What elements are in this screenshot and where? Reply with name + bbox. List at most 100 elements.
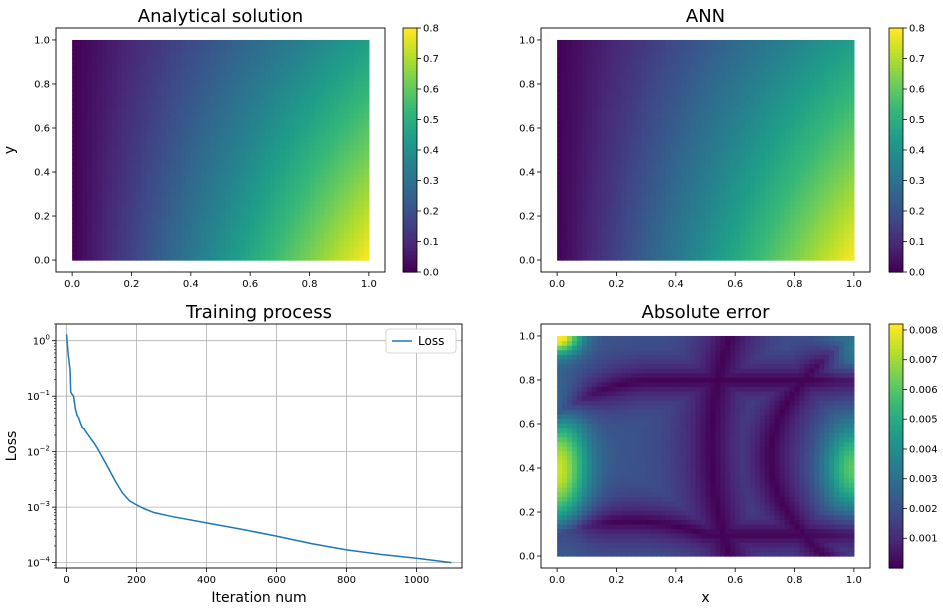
heatmap-cell bbox=[200, 209, 207, 215]
heatmap-cell bbox=[329, 39, 335, 46]
heatmap-cell bbox=[641, 72, 647, 78]
heatmap-cell bbox=[730, 72, 736, 78]
heatmap-cell bbox=[215, 186, 222, 192]
heatmap-cell bbox=[641, 39, 647, 46]
heatmap-cell bbox=[274, 81, 281, 87]
heatmap-cell bbox=[651, 39, 657, 46]
heatmap-cell bbox=[260, 90, 266, 96]
heatmap-cell bbox=[730, 122, 736, 128]
heatmap-cell bbox=[156, 113, 162, 119]
heatmap-cell bbox=[289, 127, 296, 133]
heatmap-cell bbox=[319, 67, 325, 73]
heatmap-cell bbox=[656, 232, 662, 238]
colorbar-segment bbox=[403, 247, 417, 252]
heatmap-cell bbox=[156, 140, 162, 147]
heatmap-cell bbox=[646, 81, 652, 87]
heatmap-cell bbox=[725, 237, 731, 243]
heatmap-cell bbox=[715, 209, 721, 215]
heatmap-cell bbox=[329, 241, 335, 247]
heatmap-cell bbox=[294, 200, 301, 206]
heatmap-cell bbox=[567, 255, 573, 261]
heatmap-cell bbox=[611, 241, 618, 247]
heatmap-cell bbox=[319, 49, 325, 55]
heatmap-cell bbox=[180, 145, 187, 151]
heatmap-cell bbox=[339, 241, 345, 247]
heatmap-cell bbox=[161, 241, 167, 247]
heatmap-cell bbox=[626, 177, 632, 183]
heatmap-cell bbox=[210, 122, 217, 128]
heatmap-cell bbox=[334, 67, 340, 73]
heatmap-cell bbox=[710, 136, 716, 142]
heatmap-cell bbox=[705, 136, 712, 142]
heatmap-cell bbox=[641, 58, 647, 64]
heatmap-cell bbox=[334, 90, 340, 96]
heatmap-cell bbox=[636, 182, 642, 188]
heatmap-cell bbox=[705, 113, 712, 119]
heatmap-cell bbox=[101, 62, 108, 69]
heatmap-cell bbox=[334, 94, 340, 101]
heatmap-cell bbox=[611, 182, 618, 188]
heatmap-cell bbox=[245, 227, 251, 234]
heatmap-cell bbox=[363, 108, 370, 114]
heatmap-cell bbox=[106, 85, 113, 91]
heatmap-cell bbox=[690, 214, 697, 220]
heatmap-cell bbox=[116, 72, 123, 78]
heatmap-cell bbox=[180, 218, 187, 224]
heatmap-cell bbox=[111, 94, 118, 101]
heatmap-cell bbox=[611, 113, 618, 119]
heatmap-cell bbox=[235, 191, 241, 197]
heatmap-cell bbox=[255, 62, 261, 69]
heatmap-cell bbox=[101, 104, 108, 110]
heatmap-cell bbox=[131, 227, 138, 234]
heatmap-cell bbox=[205, 117, 212, 124]
heatmap-cell bbox=[245, 49, 251, 55]
heatmap-cell bbox=[106, 39, 113, 46]
heatmap-cell bbox=[700, 172, 707, 179]
heatmap-cell bbox=[631, 99, 637, 105]
heatmap-cell bbox=[171, 250, 177, 257]
heatmap-cell bbox=[111, 99, 118, 105]
heatmap-cell bbox=[759, 237, 766, 243]
heatmap-cell bbox=[596, 237, 603, 243]
heatmap-cell bbox=[591, 227, 598, 234]
heatmap-cell bbox=[685, 117, 692, 124]
heatmap-cell bbox=[116, 62, 123, 69]
heatmap-cell bbox=[250, 90, 256, 96]
heatmap-cell bbox=[730, 39, 736, 46]
heatmap-cell bbox=[265, 182, 271, 188]
heatmap-cell bbox=[571, 67, 578, 73]
heatmap-cell bbox=[260, 191, 266, 197]
heatmap-cell bbox=[656, 172, 662, 179]
heatmap-cell bbox=[77, 49, 83, 55]
heatmap-cell bbox=[171, 246, 177, 252]
heatmap-cell bbox=[695, 76, 702, 82]
heatmap-cell bbox=[705, 172, 712, 179]
heatmap-cell bbox=[284, 209, 291, 215]
heatmap-cell bbox=[220, 250, 227, 257]
heatmap-cell bbox=[562, 241, 568, 247]
heatmap-cell bbox=[166, 182, 172, 188]
heatmap-cell bbox=[245, 205, 251, 211]
heatmap-cell bbox=[571, 255, 578, 261]
heatmap-cell bbox=[161, 113, 167, 119]
heatmap-cell bbox=[586, 72, 593, 78]
heatmap-cell bbox=[759, 205, 766, 211]
colorbar-segment bbox=[403, 223, 417, 227]
heatmap-cell bbox=[126, 255, 133, 261]
heatmap-cell bbox=[180, 163, 187, 169]
heatmap-cell bbox=[72, 90, 78, 96]
heatmap-cell bbox=[255, 72, 261, 78]
heatmap-cell bbox=[586, 195, 593, 202]
heatmap-cell bbox=[616, 191, 623, 197]
heatmap-cell bbox=[363, 67, 370, 73]
heatmap-cell bbox=[289, 81, 296, 87]
heatmap-cell bbox=[151, 53, 157, 59]
heatmap-cell bbox=[656, 209, 662, 215]
heatmap-cell bbox=[606, 154, 613, 160]
heatmap-cell bbox=[750, 113, 756, 119]
heatmap-cell bbox=[334, 76, 340, 82]
heatmap-cell bbox=[354, 177, 360, 183]
heatmap-cell bbox=[616, 94, 623, 101]
heatmap-cell bbox=[240, 159, 246, 165]
heatmap-cell bbox=[576, 177, 583, 183]
